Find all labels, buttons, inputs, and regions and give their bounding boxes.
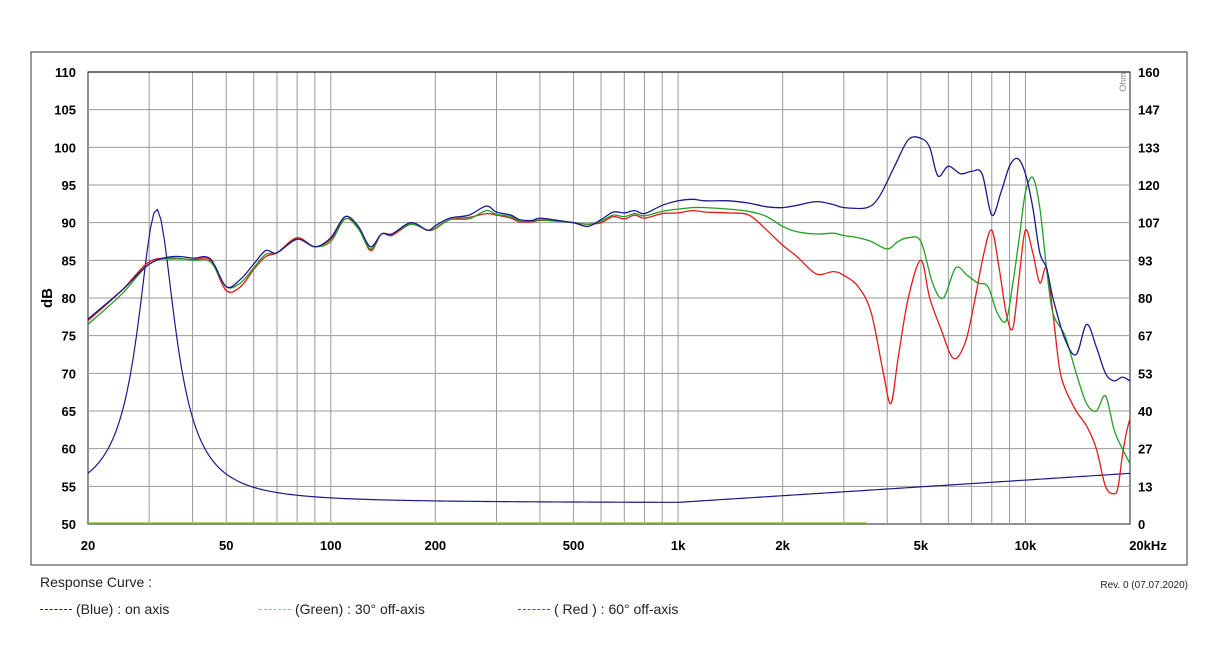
legend-label-red: ( Red ) : 60° off-axis <box>554 601 679 617</box>
y2-tick-label: 40 <box>1138 404 1152 419</box>
y-tick-label: 50 <box>62 517 76 532</box>
impedance-curve-blue <box>87 208 1131 503</box>
y2-tick-label: 27 <box>1138 442 1152 457</box>
y-tick-label: 105 <box>54 103 76 118</box>
x-tick-label: 20kHz <box>1129 538 1167 553</box>
legend-swatch-blue <box>40 608 72 610</box>
x-tick-label: 1k <box>671 538 686 553</box>
legend-swatch-red <box>518 608 550 610</box>
legend-item-red: ( Red ) : 60° off-axis <box>518 601 678 617</box>
y2-tick-labels: 0 13 27 40 53 67 80 93 107 120 133 147 160 <box>1138 65 1160 532</box>
y2-tick-label: 0 <box>1138 517 1145 532</box>
y2-unit-label: Ohm <box>1118 72 1128 92</box>
y-axis-label: dB <box>39 288 56 308</box>
y-tick-label: 55 <box>62 479 76 494</box>
legend-swatch-green <box>259 608 291 610</box>
legend-label-blue: (Blue) : on axis <box>76 601 170 617</box>
footer-heading: Response Curve : <box>40 574 153 590</box>
revision-label: Rev. 0 (07.07.2020) <box>1100 580 1188 591</box>
y2-tick-label: 133 <box>1138 140 1160 155</box>
x-tick-labels: 20 50 100 200 500 1k 2k 5k 10k 20kHz <box>81 538 1168 553</box>
y-tick-labels: 50 55 60 65 70 75 80 85 90 95 100 105 110 <box>54 65 76 532</box>
x-tick-label: 2k <box>775 538 790 553</box>
y-tick-label: 85 <box>62 253 76 268</box>
y2-tick-label: 80 <box>1138 291 1152 306</box>
y-tick-label: 95 <box>62 178 76 193</box>
response-chart: 50 55 60 65 70 75 80 85 90 95 100 105 110 0 13 27 40 53 6… <box>30 51 1188 566</box>
x-tick-label: 500 <box>563 538 585 553</box>
y2-tick-label: 53 <box>1138 366 1152 381</box>
y-tick-label: 110 <box>55 65 76 80</box>
y-tick-label: 100 <box>54 140 76 155</box>
impedance-curves <box>87 208 1131 524</box>
series-line-0 <box>87 136 1131 382</box>
y-tick-label: 75 <box>62 329 76 344</box>
y2-tick-label: 67 <box>1138 329 1152 344</box>
y-tick-label: 60 <box>62 442 76 457</box>
y2-tick-label: 160 <box>1138 65 1160 80</box>
y2-tick-label: 93 <box>1138 253 1152 268</box>
y-tick-label: 90 <box>62 216 76 231</box>
y-tick-label: 70 <box>62 366 76 381</box>
y-tick-label: 65 <box>62 404 76 419</box>
y-tick-label: 80 <box>62 291 76 306</box>
x-tick-label: 50 <box>219 538 233 553</box>
series-lines <box>87 71 1131 495</box>
chart-frame <box>30 51 1188 566</box>
y2-tick-label: 147 <box>1138 103 1160 118</box>
legend-item-green: (Green) : 30° off-axis <box>259 601 425 617</box>
y2-tick-label: 13 <box>1138 479 1152 494</box>
y2-tick-label: 120 <box>1138 178 1160 193</box>
legend-label-green: (Green) : 30° off-axis <box>295 601 425 617</box>
y2-tick-label: 107 <box>1138 216 1160 231</box>
x-tick-label: 20 <box>81 538 95 553</box>
legend-item-blue: (Blue) : on axis <box>40 601 169 617</box>
x-tick-label: 200 <box>424 538 446 553</box>
series-line-1 <box>87 176 1131 464</box>
x-tick-label: 100 <box>320 538 342 553</box>
x-tick-label: 5k <box>914 538 929 553</box>
x-tick-label: 10k <box>1015 538 1037 553</box>
